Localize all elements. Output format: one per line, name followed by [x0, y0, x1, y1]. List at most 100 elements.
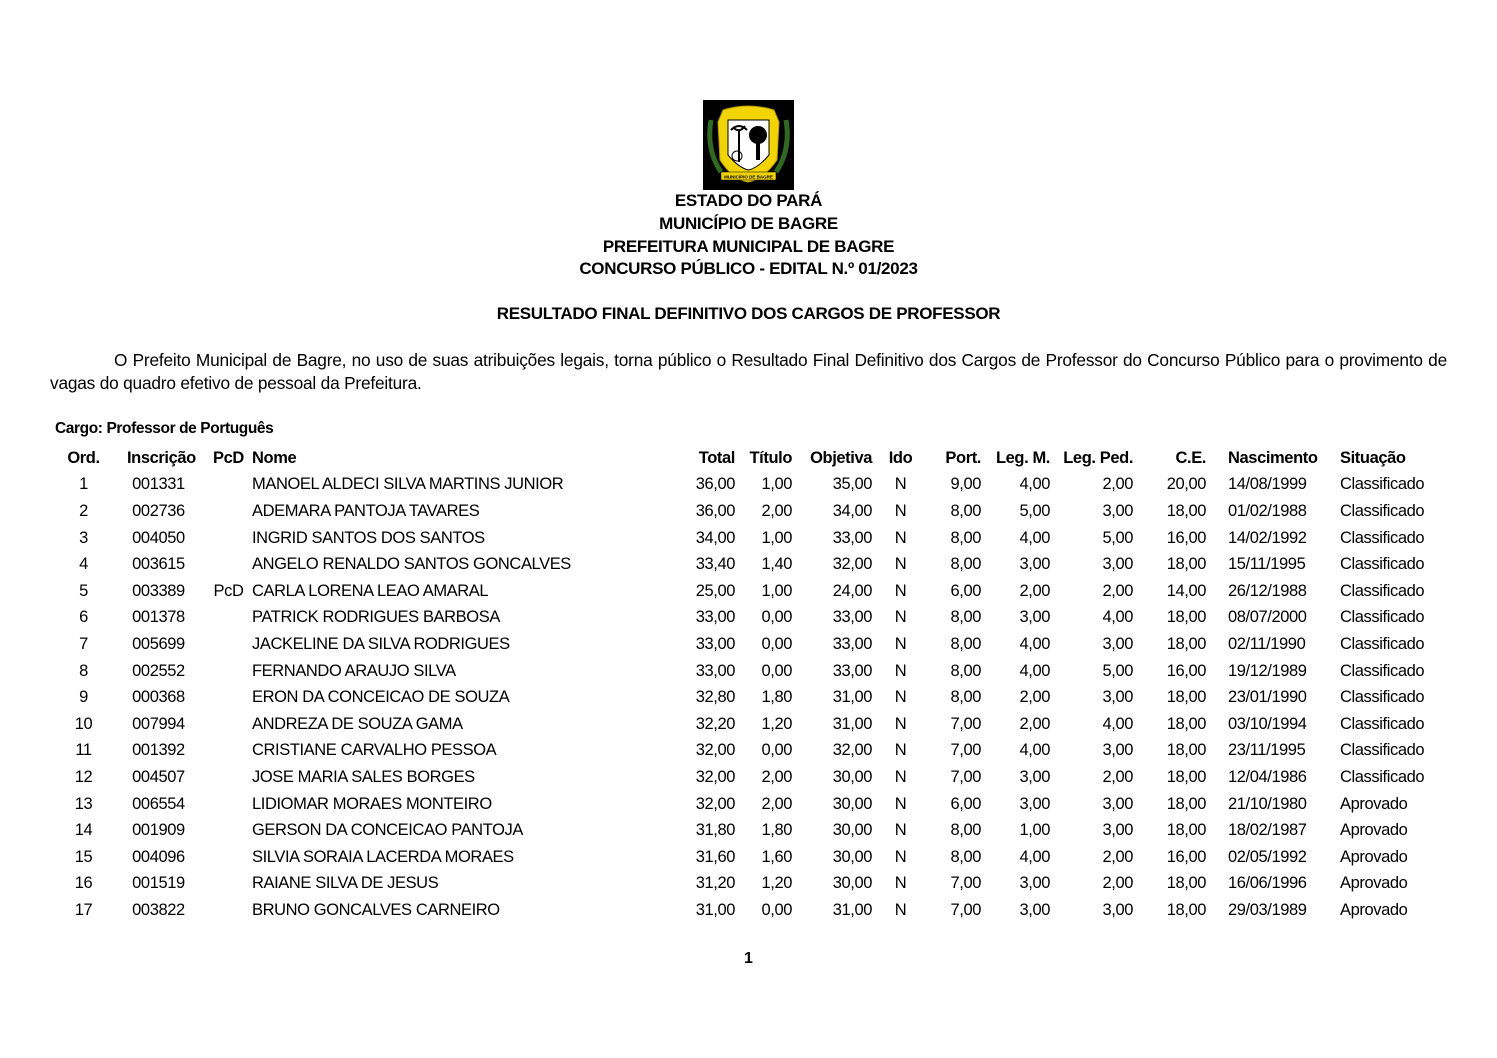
cell-pcd — [205, 817, 252, 844]
cell-nome: JOSE MARIA SALES BORGES — [252, 767, 475, 786]
cell-titulo: 0,00 — [761, 608, 792, 627]
cell-leg-ped: 5,00 — [1102, 661, 1133, 680]
cell-ord: 1 — [79, 475, 88, 494]
cell-ido: N — [894, 555, 907, 574]
cell-pcd — [205, 764, 252, 791]
cell-objetiva: 30,00 — [832, 821, 873, 840]
cell-pcd — [205, 658, 252, 685]
column-header-ido: Ido — [888, 448, 913, 467]
column-header-pcd: PcD — [213, 448, 244, 467]
cell-leg-ped: 3,00 — [1102, 555, 1133, 574]
cell-ce: 16,00 — [1166, 847, 1207, 866]
cell-port: 8,00 — [950, 821, 981, 840]
cell-inscricao: 001909 — [132, 821, 185, 840]
cell-total: 31,60 — [695, 847, 736, 866]
table-row: 16 001519 RAIANE SILVA DE JESUS 31,20 1,20 30… — [55, 871, 1444, 898]
cell-ido: N — [894, 688, 907, 707]
cell-nascimento: 03/10/1994 — [1228, 714, 1307, 733]
cell-titulo: 1,40 — [761, 555, 792, 574]
cell-total: 31,00 — [695, 900, 736, 919]
column-header-titulo: Título — [749, 448, 793, 467]
cell-leg-m: 5,00 — [1019, 501, 1050, 520]
cell-leg-ped: 3,00 — [1102, 634, 1133, 653]
cell-leg-m: 3,00 — [1019, 874, 1050, 893]
cell-pcd — [205, 684, 252, 711]
cell-titulo: 1,60 — [761, 847, 792, 866]
results-table: Ord. Inscrição PcD Nome Total Título Objetiva I… — [55, 445, 1444, 924]
cell-inscricao: 001331 — [132, 475, 185, 494]
header-contest: CONCURSO PÚBLICO - EDITAL N.º 01/2023 — [579, 259, 918, 279]
cell-ido: N — [894, 581, 907, 600]
cell-situacao: Classificado — [1340, 608, 1425, 627]
cell-leg-ped: 2,00 — [1102, 475, 1133, 494]
cell-objetiva: 30,00 — [832, 767, 873, 786]
cell-titulo: 1,00 — [761, 581, 792, 600]
cell-inscricao: 003822 — [132, 900, 185, 919]
cell-nome: JACKELINE DA SILVA RODRIGUES — [252, 634, 510, 653]
cell-ord: 12 — [74, 767, 93, 786]
cell-nascimento: 29/03/1989 — [1228, 900, 1307, 919]
column-header-inscricao: Inscrição — [127, 448, 196, 467]
cell-inscricao: 002552 — [132, 661, 185, 680]
cell-total: 36,00 — [695, 475, 736, 494]
cell-situacao: Aprovado — [1340, 874, 1408, 893]
cell-ido: N — [894, 900, 907, 919]
cell-objetiva: 30,00 — [832, 847, 873, 866]
cell-pcd — [205, 472, 252, 499]
cell-leg-m: 3,00 — [1019, 794, 1050, 813]
cell-ido: N — [894, 821, 907, 840]
cell-leg-ped: 2,00 — [1102, 581, 1133, 600]
table-row: 4 003615 ANGELO RENALDO SANTOS GONCALVES 33… — [55, 551, 1444, 578]
cell-situacao: Classificado — [1340, 767, 1425, 786]
logo-text: MUNICÍPIO DE BAGRE — [724, 173, 773, 180]
cell-inscricao: 007994 — [132, 714, 185, 733]
cell-ord: 7 — [79, 634, 88, 653]
cell-nascimento: 14/08/1999 — [1228, 475, 1307, 494]
cell-nome: MANOEL ALDECI SILVA MARTINS JUNIOR — [252, 475, 564, 494]
cell-pcd — [205, 498, 252, 525]
cell-nascimento: 12/04/1986 — [1228, 767, 1307, 786]
cell-nascimento: 14/02/1992 — [1228, 528, 1307, 547]
cell-ord: 8 — [79, 661, 88, 680]
cell-ce: 16,00 — [1166, 661, 1207, 680]
cell-titulo: 1,00 — [761, 475, 792, 494]
cell-leg-ped: 4,00 — [1102, 608, 1133, 627]
cell-ord: 11 — [75, 741, 92, 760]
table-row: 7 005699 JACKELINE DA SILVA RODRIGUES 33,00… — [55, 631, 1444, 658]
cell-total: 32,00 — [695, 741, 736, 760]
cell-pcd — [205, 605, 252, 632]
cell-situacao: Classificado — [1340, 688, 1425, 707]
table-row: 15 004096 SILVIA SORAIA LACERDA MORAES 31,6… — [55, 844, 1444, 871]
cell-ord: 3 — [79, 528, 88, 547]
cell-titulo: 0,00 — [761, 741, 792, 760]
table-row: 1 001331 MANOEL ALDECI SILVA MARTINS JUNIO… — [55, 472, 1444, 499]
cell-inscricao: 003389 — [132, 581, 185, 600]
cell-situacao: Classificado — [1340, 661, 1425, 680]
column-header-situacao: Situação — [1340, 448, 1406, 467]
cell-pcd: PcD — [213, 581, 244, 600]
cell-titulo: 2,00 — [761, 794, 792, 813]
cell-inscricao: 001392 — [132, 741, 185, 760]
cell-port: 8,00 — [950, 847, 981, 866]
cell-port: 8,00 — [950, 555, 981, 574]
cell-ido: N — [894, 794, 907, 813]
cell-leg-m: 4,00 — [1019, 634, 1050, 653]
cell-leg-ped: 5,00 — [1102, 528, 1133, 547]
cargo-label: Cargo: Professor de Português — [55, 420, 274, 437]
table-row: 10 007994 ANDREZA DE SOUZA GAMA 32,20 1,20 31… — [55, 711, 1444, 738]
cell-total: 32,20 — [695, 714, 736, 733]
cell-objetiva: 31,00 — [832, 714, 873, 733]
cell-leg-ped: 2,00 — [1102, 767, 1133, 786]
cell-pcd — [205, 871, 252, 898]
cell-leg-ped: 3,00 — [1102, 900, 1133, 919]
cell-leg-ped: 4,00 — [1102, 714, 1133, 733]
cell-ord: 10 — [74, 714, 93, 733]
header-municipality: MUNICÍPIO DE BAGRE — [659, 213, 838, 233]
cell-leg-m: 2,00 — [1019, 581, 1050, 600]
document-header: ESTADO DO PARÁ MUNICÍPIO DE BAGRE PREFEI… — [0, 190, 1497, 281]
cell-pcd — [205, 525, 252, 552]
cell-leg-m: 3,00 — [1019, 900, 1050, 919]
cell-inscricao: 006554 — [132, 794, 185, 813]
table-header: Ord. Inscrição PcD Nome Total Título Objetiva I… — [55, 445, 1444, 472]
cell-total: 32,00 — [695, 767, 736, 786]
